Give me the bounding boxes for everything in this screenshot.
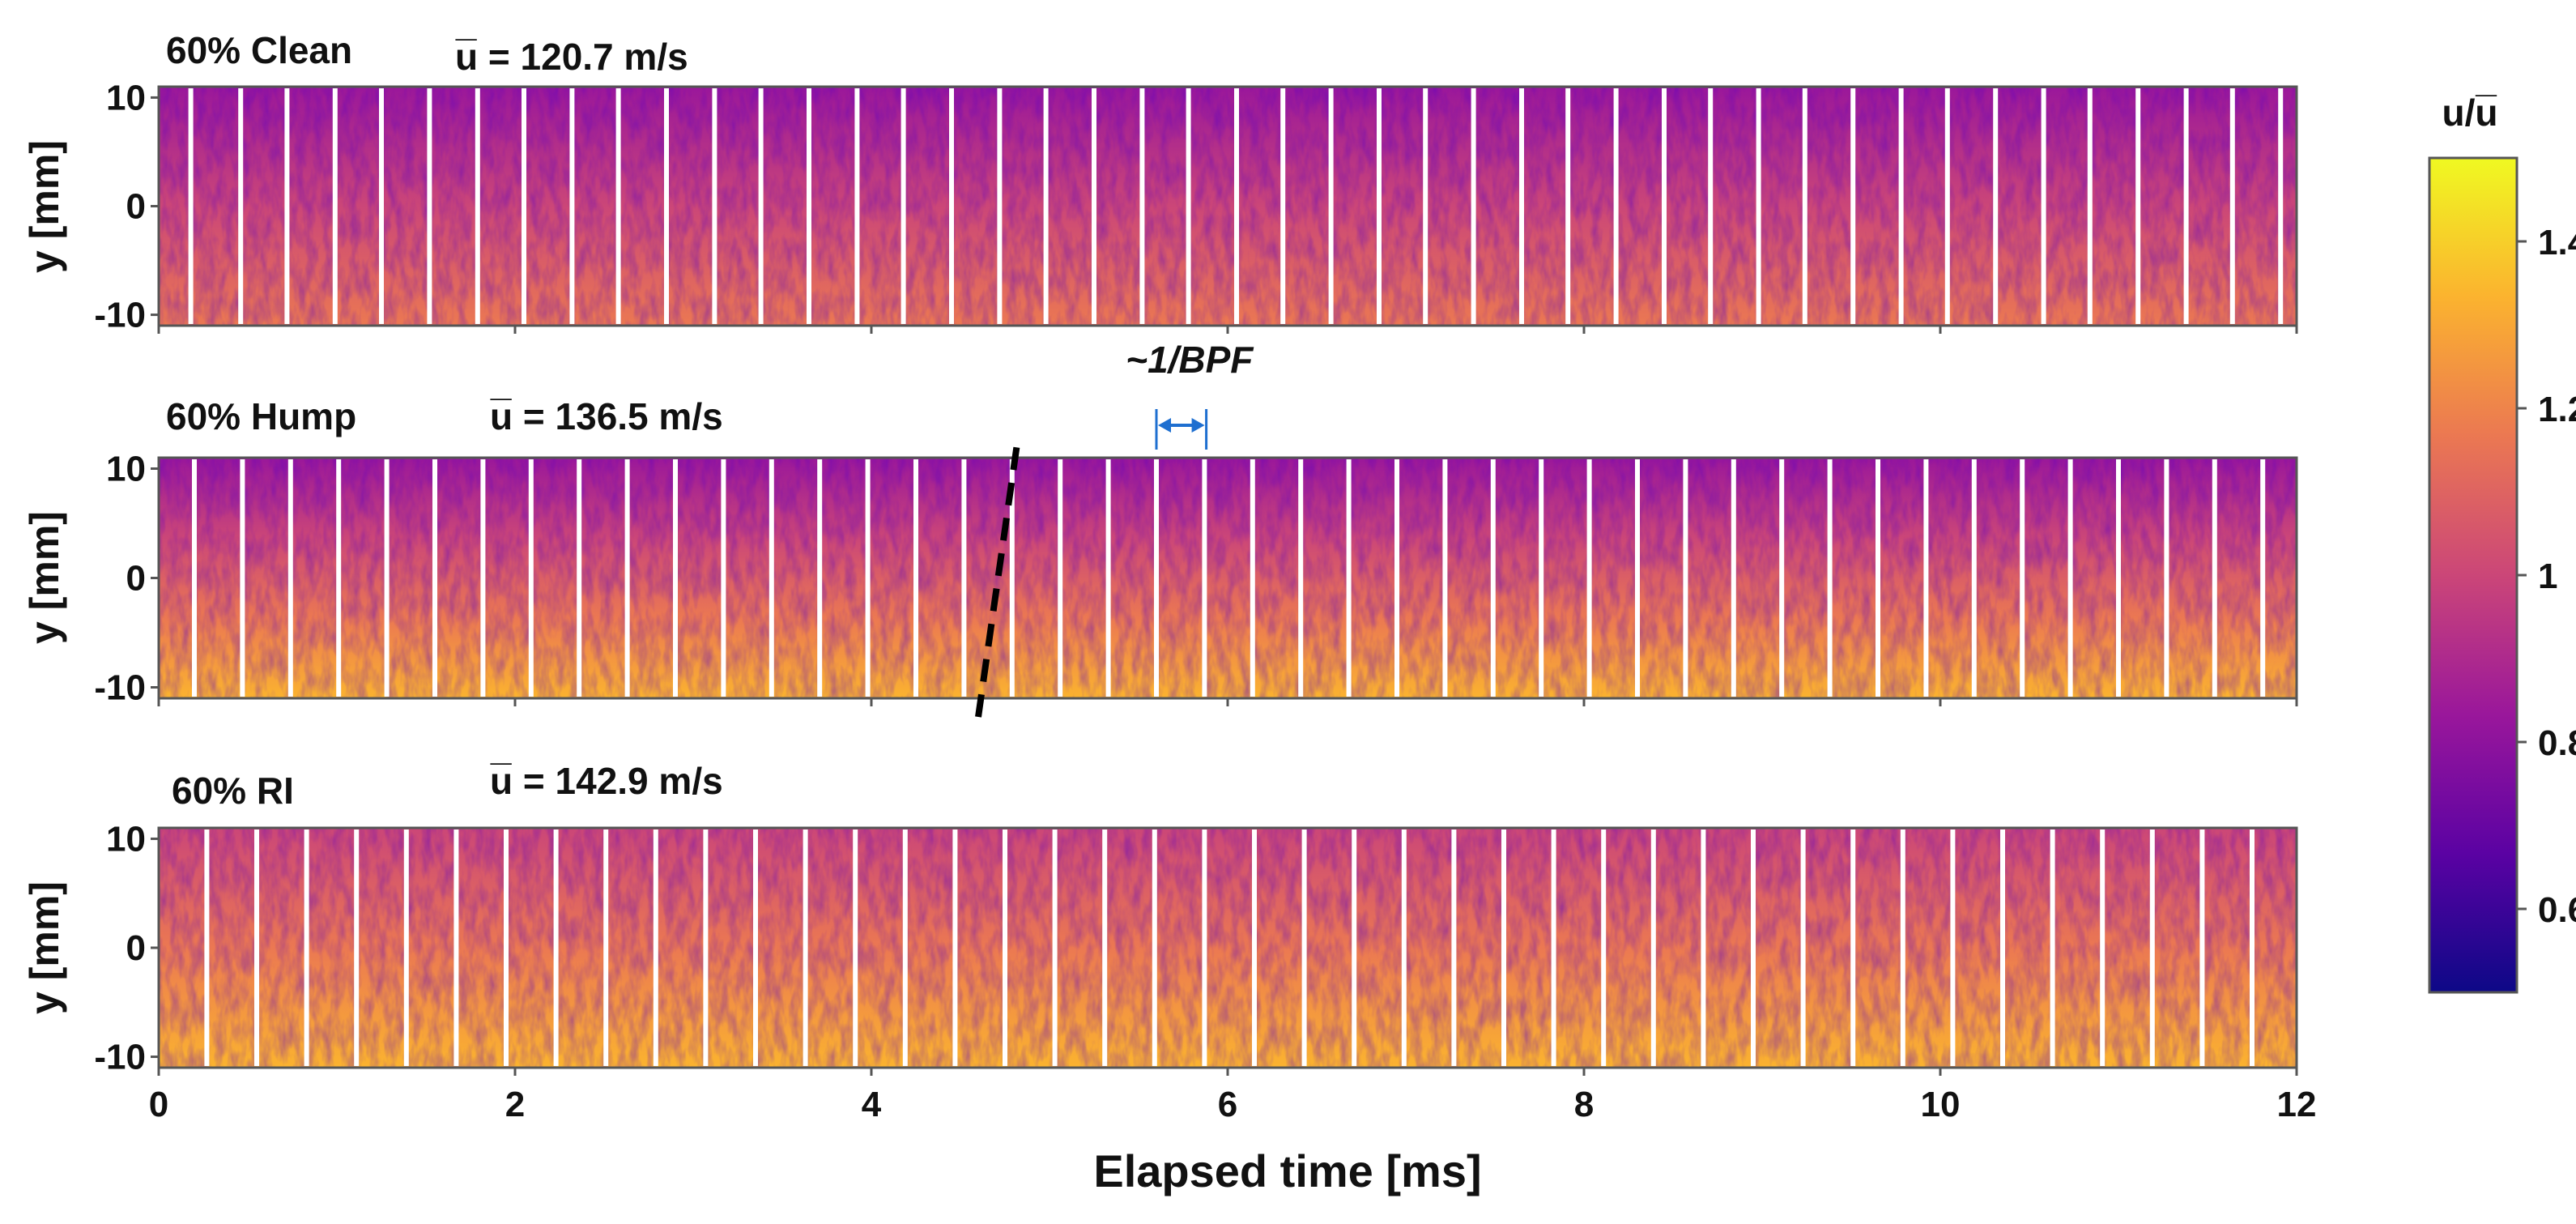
panel-ri-blade-lines (204, 830, 2255, 1066)
colorbar-title: u/u̅ (2442, 92, 2498, 134)
x-tick-label: 0 (149, 1085, 168, 1124)
panel-clean: 10 0 -10 60% Clean u̅ = 120.7 m/s y [mm] (22, 29, 2298, 335)
panel-ri-yticks: 10 0 -10 (94, 819, 159, 1077)
y-tick-label: -10 (94, 1038, 146, 1077)
x-tick-labels: 0 2 4 6 8 10 12 (149, 1085, 2317, 1124)
colorbar-tick-label: 1.4 (2538, 223, 2576, 262)
panel-clean-texture (159, 87, 2297, 326)
bpf-arrow-head-right (1191, 418, 1205, 433)
y-tick-label: -10 (94, 668, 146, 708)
panel-clean-blade-lines (188, 88, 2284, 324)
colorbar-ticks: 0.6 0.8 1 1.2 1.4 (2517, 223, 2576, 930)
bpf-annotation-label: ~1/BPF (1126, 339, 1254, 381)
panel-hump-mean-label: u̅ = 136.5 m/s (490, 395, 723, 437)
panel-clean-xticks (157, 326, 2298, 334)
panel-clean-mean-label: u̅ = 120.7 m/s (455, 36, 688, 78)
panel-clean-ylabel: y [mm] (22, 140, 67, 273)
x-tick-label: 8 (1574, 1085, 1594, 1124)
panel-hump: 10 0 -10 60% Hump u̅ = 136.5 m/s y [mm] ~1… (22, 339, 2298, 718)
panel-hump-title: 60% Hump (166, 395, 356, 437)
panel-hump-ylabel: y [mm] (22, 511, 67, 644)
x-tick-label: 6 (1218, 1085, 1237, 1124)
y-tick-label: -10 (94, 296, 146, 335)
x-tick-label: 10 (1921, 1085, 1961, 1124)
panel-ri-texture (159, 828, 2297, 1068)
x-axis-label: Elapsed time [ms] (1093, 1145, 1481, 1196)
x-tick-label: 4 (862, 1085, 882, 1124)
colorbar-tick-label: 0.8 (2538, 723, 2576, 763)
bpf-arrow-head-left (1158, 418, 1171, 433)
colorbar-tick-label: 1 (2538, 557, 2557, 596)
panel-ri-title: 60% RI (172, 770, 294, 812)
y-tick-label: 0 (126, 928, 146, 968)
panel-ri-ylabel: y [mm] (22, 881, 67, 1014)
y-tick-label: 0 (126, 187, 146, 227)
y-tick-label: 0 (126, 559, 146, 599)
colorbar-gradient (2428, 156, 2519, 994)
panel-clean-yticks: 10 0 -10 (94, 78, 159, 335)
y-tick-label: 10 (106, 819, 146, 859)
panel-hump-dashed-slope-line (975, 441, 1021, 718)
panel-hump-blade-lines (192, 459, 2266, 697)
panel-ri-mean-label: u̅ = 142.9 m/s (490, 760, 723, 802)
panel-hump-xticks (157, 698, 2298, 706)
y-tick-label: 10 (106, 450, 146, 489)
colorbar-tick-label: 1.2 (2538, 390, 2576, 429)
panel-clean-title: 60% Clean (166, 29, 352, 71)
panel-ri: 10 0 -10 60% RI u̅ = 142.9 m/s y [mm] (22, 760, 2298, 1077)
panel-hump-yticks: 10 0 -10 (94, 450, 159, 708)
panel-ri-xticks (157, 1068, 2298, 1076)
x-tick-label: 12 (2277, 1085, 2317, 1124)
panel-hump-texture (159, 458, 2297, 698)
colorbar: 0.6 0.8 1 1.2 1.4 u/u̅ (2428, 92, 2576, 994)
colorbar-tick-label: 0.6 (2538, 890, 2576, 930)
x-tick-label: 2 (505, 1085, 525, 1124)
y-tick-label: 10 (106, 78, 146, 117)
